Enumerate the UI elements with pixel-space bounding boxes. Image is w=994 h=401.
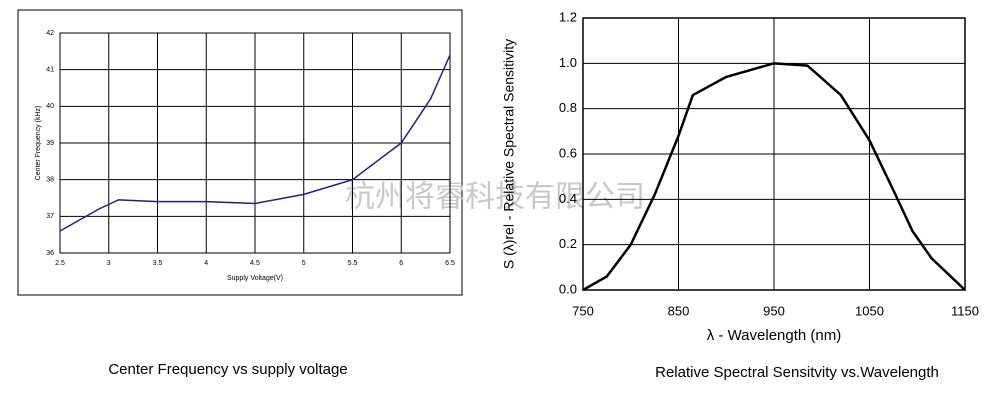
y-tick-label: 41 bbox=[46, 67, 54, 74]
plot-border bbox=[582, 17, 966, 291]
data-line bbox=[582, 62, 966, 292]
y-tick-label: 37 bbox=[46, 213, 54, 220]
x-tick-label: 4.5 bbox=[250, 260, 260, 267]
x-tick-label: 4 bbox=[204, 260, 208, 267]
y-tick-label: 0.6 bbox=[559, 145, 577, 160]
y-tick-label: 39 bbox=[46, 140, 54, 147]
y-tick-label: 0.8 bbox=[559, 100, 577, 115]
y-tick-label: 0.0 bbox=[559, 281, 577, 296]
x-axis-label: Supply Voltage(V) bbox=[227, 275, 283, 282]
y-tick-label: 1.2 bbox=[559, 9, 577, 24]
x-tick-label: 3.5 bbox=[153, 260, 163, 267]
x-tick-label: 2.5 bbox=[55, 260, 65, 267]
x-tick-label: 5 bbox=[302, 260, 306, 267]
x-tick-label: 850 bbox=[668, 303, 690, 318]
y-axis-label: S (λ)rel - Relative Spectral Sensitivity bbox=[501, 39, 517, 269]
y-tick-label: 42 bbox=[46, 30, 54, 37]
y-tick-label: 38 bbox=[46, 177, 54, 184]
y-axis-label: Center Frequency (kHz) bbox=[35, 106, 42, 181]
chart-frame bbox=[17, 9, 463, 296]
data-line bbox=[59, 54, 451, 232]
watermark: 杭州将睿科技有限公司 bbox=[345, 180, 645, 215]
y-tick-label: 0.2 bbox=[559, 236, 577, 251]
x-tick-label: 1050 bbox=[855, 303, 884, 318]
x-tick-label: 6 bbox=[399, 260, 403, 267]
y-tick-label: 40 bbox=[46, 103, 54, 110]
y-tick-label: 0.4 bbox=[559, 191, 577, 206]
caption: Relative Spectral Sensitvity vs.Waveleng… bbox=[655, 364, 939, 381]
x-tick-label: 5.5 bbox=[348, 260, 358, 267]
y-tick-label: 36 bbox=[46, 250, 54, 257]
plot-border bbox=[59, 32, 451, 254]
x-tick-label: 1150 bbox=[951, 303, 979, 318]
caption: Center Frequency vs supply voltage bbox=[108, 361, 347, 378]
x-tick-label: 6.5 bbox=[445, 260, 455, 267]
x-tick-label: 750 bbox=[572, 303, 594, 318]
x-tick-label: 3 bbox=[107, 260, 111, 267]
x-tick-label: 950 bbox=[763, 303, 785, 318]
x-axis-label: λ - Wavelength (nm) bbox=[707, 327, 841, 344]
y-tick-label: 1.0 bbox=[559, 55, 577, 70]
